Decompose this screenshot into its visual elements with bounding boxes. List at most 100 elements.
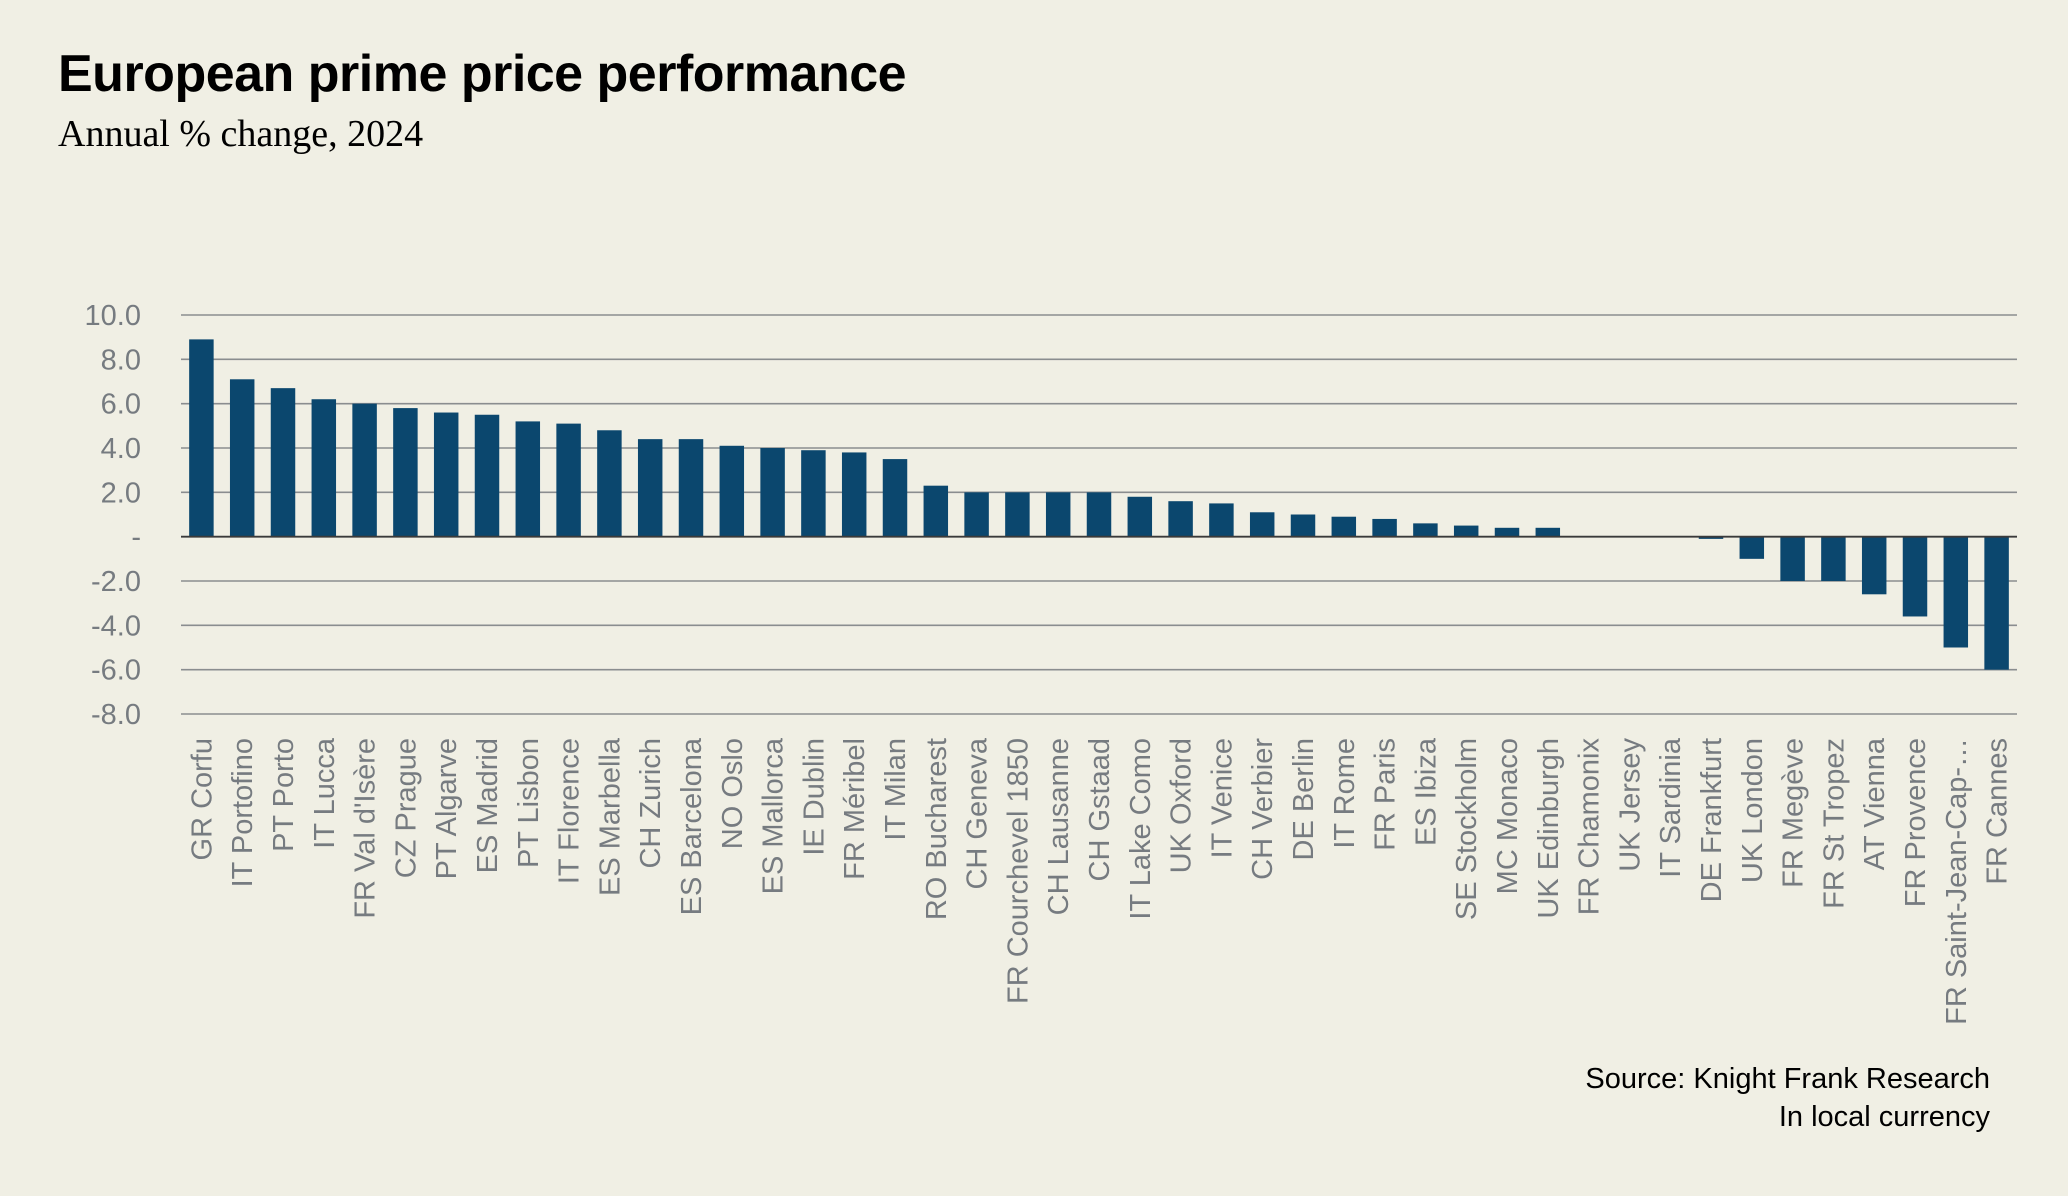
bar xyxy=(270,388,296,537)
x-tick-label: ES Mallorca xyxy=(758,737,790,894)
bar xyxy=(678,439,704,537)
x-tick-label: IE Dublin xyxy=(798,738,830,856)
x-tick-label: CH Lausanne xyxy=(1043,738,1075,915)
source-note: Source: Knight Frank Research In local c… xyxy=(1585,1060,1990,1136)
x-tick-label: PT Lisbon xyxy=(513,738,545,868)
x-tick-label: CH Verbier xyxy=(1247,738,1279,880)
chart-subtitle: Annual % change, 2024 xyxy=(58,113,424,155)
bar xyxy=(1535,527,1561,537)
bar xyxy=(1249,512,1275,537)
bar xyxy=(1698,536,1724,539)
x-tick-label: ES Madrid xyxy=(472,738,504,873)
x-tick-label: IT Portofino xyxy=(227,738,259,887)
y-tick-label: 4.0 xyxy=(101,433,141,465)
bar xyxy=(1086,492,1112,537)
bar xyxy=(1902,536,1928,617)
x-tick-label: DE Frankfurt xyxy=(1696,738,1728,902)
bar xyxy=(637,439,663,537)
x-tick-label: FR Chamonix xyxy=(1574,738,1606,916)
x-tick-label: FR Provence xyxy=(1900,738,1932,907)
bar xyxy=(229,379,255,537)
x-tick-label: CZ Prague xyxy=(390,738,422,878)
y-tick-label: -6.0 xyxy=(91,655,141,687)
bar xyxy=(1861,536,1887,595)
x-tick-label: PT Porto xyxy=(268,738,300,852)
bar xyxy=(1494,527,1520,537)
bar xyxy=(1413,523,1438,537)
bar xyxy=(189,339,214,537)
x-tick-label: UK London xyxy=(1737,738,1769,883)
x-tick-label: FR Courchevel 1850 xyxy=(1002,738,1034,1004)
bar xyxy=(311,399,337,537)
x-tick-label: ES Marbella xyxy=(594,737,626,896)
y-tick-label: 2.0 xyxy=(101,477,141,509)
x-tick-label: IT Milan xyxy=(880,738,912,841)
y-tick-label: 8.0 xyxy=(101,344,141,376)
bar xyxy=(1005,492,1030,537)
x-tick-label: PT Algarve xyxy=(431,738,463,879)
bar xyxy=(719,445,745,537)
bar xyxy=(433,412,459,537)
bar xyxy=(882,459,908,537)
x-tick-label: FR Paris xyxy=(1370,738,1402,851)
bar xyxy=(841,452,867,537)
bar xyxy=(1821,536,1846,581)
bars xyxy=(189,339,2009,670)
x-tick-label: FR Megève xyxy=(1778,738,1810,888)
bar xyxy=(515,421,541,537)
x-axis-labels: GR Corfu IT Portofino PT Porto IT Lucca FR V… xyxy=(186,737,2013,1025)
bar xyxy=(760,448,785,537)
currency-note: In local currency xyxy=(1778,1101,1990,1133)
source-text: Source: Knight Frank Research xyxy=(1585,1063,1990,1095)
x-tick-label: FR Val d'Isère xyxy=(350,738,382,919)
x-tick-label: FR St Tropez xyxy=(1818,738,1850,909)
y-tick-label: -8.0 xyxy=(91,699,141,731)
x-tick-label: UK Edinburgh xyxy=(1533,738,1565,919)
x-tick-label: GR Corfu xyxy=(186,738,218,860)
x-tick-label: AT Vienna xyxy=(1859,737,1891,870)
x-tick-label: RO Bucharest xyxy=(921,738,953,920)
x-tick-label: ES Ibiza xyxy=(1410,737,1442,846)
x-tick-label: CH Zurich xyxy=(635,738,667,869)
x-tick-label: CH Gstaad xyxy=(1084,738,1116,881)
bar xyxy=(1045,492,1071,537)
bar xyxy=(1290,514,1316,537)
x-tick-label: IT Rome xyxy=(1329,738,1361,849)
bar xyxy=(1127,496,1153,537)
bar xyxy=(964,492,989,537)
bar xyxy=(1209,503,1234,537)
x-tick-label: CH Geneva xyxy=(962,737,994,889)
bar xyxy=(1943,536,1969,648)
x-tick-label: FR Méribel xyxy=(839,738,871,880)
bar xyxy=(1739,536,1765,559)
x-tick-label: ES Barcelona xyxy=(676,737,708,915)
x-tick-label: DE Berlin xyxy=(1288,738,1320,861)
y-tick-label: -4.0 xyxy=(91,610,141,642)
x-tick-label: IT Sardinia xyxy=(1655,737,1687,878)
bar xyxy=(474,414,500,537)
bar xyxy=(1168,501,1193,537)
bar xyxy=(1984,536,2009,670)
y-axis-ticks: 10.0 8.0 6.0 4.0 2.0 - -2.0 -4.0 -6.0 -8.0 xyxy=(85,300,141,731)
bar xyxy=(923,485,949,537)
y-tick-label: 10.0 xyxy=(85,300,141,332)
y-tick-label: - xyxy=(131,522,141,554)
bar xyxy=(597,430,622,537)
chart-title: European prime price performance xyxy=(58,45,907,103)
bar xyxy=(1453,525,1479,537)
x-tick-label: FR Cannes xyxy=(1982,738,2014,885)
bar xyxy=(393,408,418,537)
x-tick-label: UK Jersey xyxy=(1614,738,1646,872)
y-tick-label: 6.0 xyxy=(101,389,141,421)
bar xyxy=(801,450,826,537)
x-tick-label: IT Lucca xyxy=(309,737,341,849)
y-tick-label: -2.0 xyxy=(91,566,141,598)
x-tick-label: MC Monaco xyxy=(1492,738,1524,894)
x-tick-label: UK Oxford xyxy=(1166,738,1198,873)
x-tick-label: IT Florence xyxy=(554,738,586,884)
bar xyxy=(352,403,377,537)
x-tick-label: FR Saint-Jean-Cap-… xyxy=(1941,738,1973,1025)
x-tick-label: IT Lake Como xyxy=(1125,738,1157,920)
x-tick-label: IT Venice xyxy=(1206,738,1238,858)
